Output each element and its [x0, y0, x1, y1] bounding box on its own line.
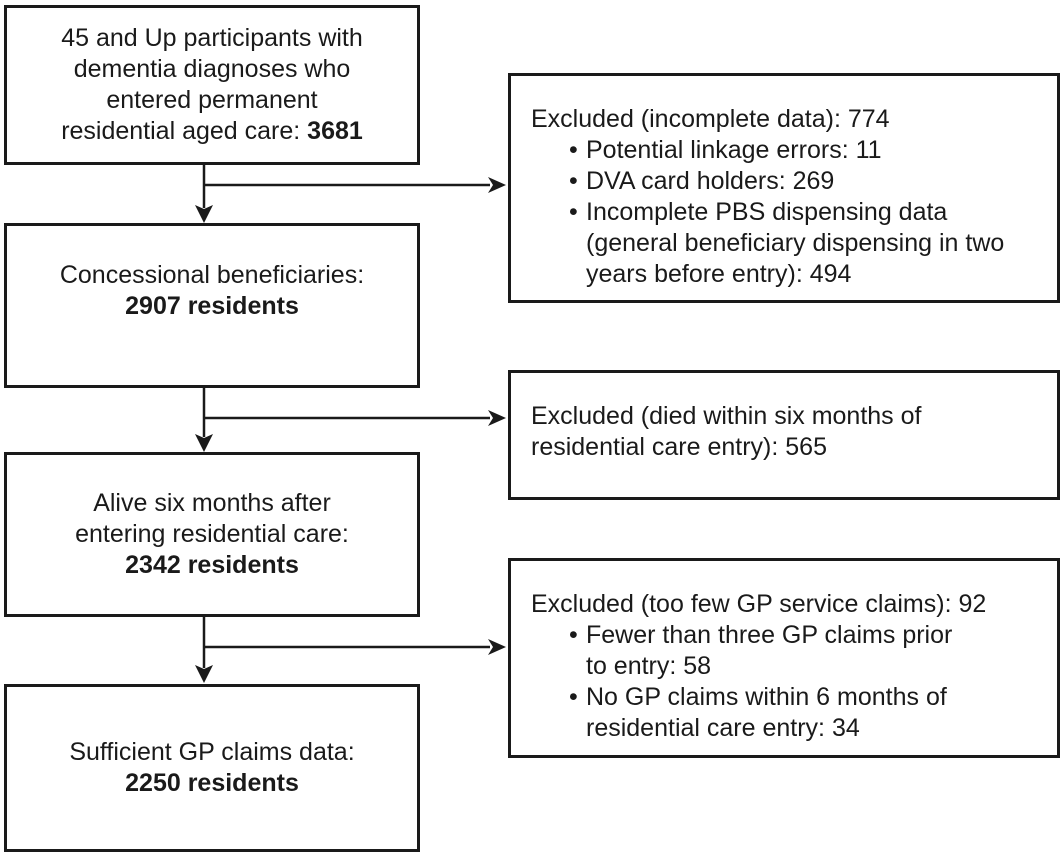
- text-line: 45 and Up participants with: [61, 24, 363, 52]
- arrow-down-to-sufficient-gp-claims: [195, 615, 213, 683]
- bullet-icon: •: [569, 683, 578, 711]
- main-box-participants: 45 and Up participants with dementia dia…: [4, 5, 420, 165]
- text-line: Sufficient GP claims data:: [69, 738, 355, 766]
- bullet-icon: •: [569, 198, 578, 226]
- text-line: dementia diagnoses who: [73, 55, 351, 83]
- bullet-icon: •: [569, 621, 578, 649]
- exclusion-box-too-few-gp-claims: Excluded (too few GP service claims): 92…: [508, 558, 1060, 758]
- text-line: Excluded (too few GP service claims): 92: [531, 590, 987, 618]
- count-value: 3681: [307, 117, 363, 145]
- text-line: 2342 residents: [15, 550, 409, 581]
- text-line: residential aged care: 3681: [61, 117, 363, 145]
- text-line: 2250 residents: [15, 768, 409, 799]
- text-line: 2907 residents: [15, 291, 409, 322]
- arrow-right-to-excluded-died: [203, 410, 506, 426]
- arrow-right-to-excluded-too-few-gp: [203, 639, 506, 655]
- arrow-down-to-concessional: [195, 163, 213, 223]
- bullet-icon: •: [569, 167, 578, 195]
- bullet-item-continuation: to entry: 58: [586, 652, 712, 680]
- bullet-item-continuation: residential care entry: 34: [586, 714, 860, 742]
- bullet-icon: •: [569, 136, 578, 164]
- main-box-alive-six-months: Alive six months after entering resident…: [4, 452, 420, 617]
- text-line: Alive six months after: [93, 489, 331, 517]
- text-line: residential care entry): 565: [531, 433, 827, 461]
- bullet-item: • Potential linkage errors: 11: [569, 136, 882, 164]
- exclusion-box-died-within-six-months: Excluded (died within six months of resi…: [508, 370, 1060, 500]
- bullet-item: • Incomplete PBS dispensing data: [569, 198, 948, 226]
- text-line: Excluded (incomplete data): 774: [531, 105, 890, 133]
- count-value: 2342 residents: [125, 551, 299, 579]
- arrow-down-to-alive-six-months: [195, 386, 213, 452]
- count-value: 2907 residents: [125, 292, 299, 320]
- arrow-right-to-excluded-incomplete-data: [203, 177, 506, 193]
- bullet-item: • DVA card holders: 269: [569, 167, 835, 195]
- text-line: Concessional beneficiaries:: [59, 261, 365, 289]
- bullet-item: • No GP claims within 6 months of: [569, 683, 947, 711]
- exclusion-box-incomplete-data: Excluded (incomplete data): 774 • Potenti…: [508, 73, 1060, 303]
- text-line: entering residential care:: [75, 520, 349, 548]
- main-box-sufficient-gp-claims: Sufficient GP claims data: 2250 resident…: [4, 684, 420, 852]
- bullet-item: • Fewer than three GP claims prior: [569, 621, 953, 649]
- bullet-item-continuation: (general beneficiary dispensing in two: [586, 229, 1005, 257]
- main-box-concessional-beneficiaries: Concessional beneficiaries: 2907 residen…: [4, 223, 420, 388]
- text-line: entered permanent: [106, 86, 318, 114]
- bullet-item-continuation: years before entry): 494: [586, 260, 852, 288]
- text-line: Excluded (died within six months of: [531, 402, 922, 430]
- count-value: 2250 residents: [125, 769, 299, 797]
